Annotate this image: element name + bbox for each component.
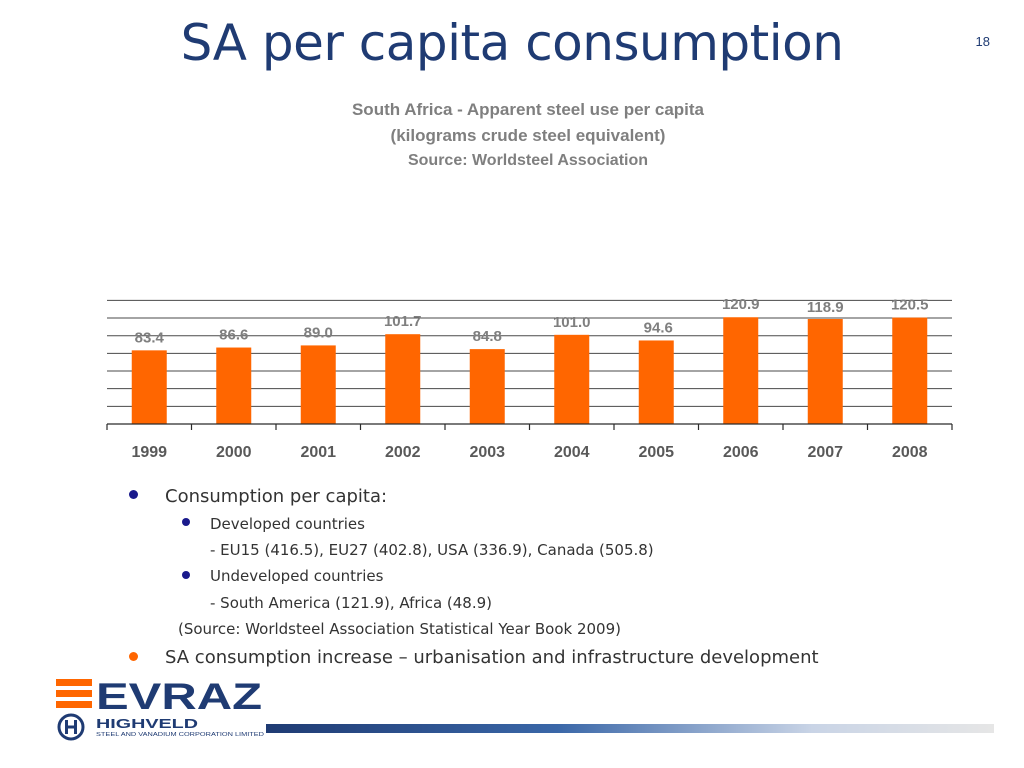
bullet-developed: Developed countries [210, 515, 365, 533]
data-label-1999: 83.4 [135, 329, 165, 346]
bar-1999 [131, 350, 167, 424]
bullet-dot-icon [182, 518, 190, 526]
bar-2003 [469, 349, 505, 424]
x-tick-label-2001: 2001 [300, 444, 336, 461]
logo-sub-brand: HIGHVELD [96, 716, 198, 731]
x-tick-label-2000: 2000 [216, 444, 252, 461]
data-label-2002: 101.7 [384, 313, 422, 330]
bullet-dot-icon [129, 652, 138, 661]
data-label-2003: 84.8 [473, 328, 502, 345]
chart-title: South Africa - Apparent steel use per ca… [351, 100, 705, 119]
bar-2001 [300, 345, 336, 424]
bar-2002 [385, 334, 421, 424]
evraz-highveld-logo: EVRAZ HIGHVELD STEEL AND VANADIUM CORPOR… [56, 676, 264, 741]
bullet-increase: SA consumption increase – urbanisation a… [165, 647, 819, 668]
source-note: (Source: Worldsteel Association Statisti… [178, 620, 621, 638]
data-label-2000: 86.6 [219, 327, 248, 344]
bar-2006 [723, 317, 759, 424]
slide-title: SA per capita consumption [180, 14, 844, 72]
bar-2000 [216, 347, 252, 424]
x-tick-label-2002: 2002 [385, 444, 421, 461]
x-tick-label-2007: 2007 [807, 444, 843, 461]
page-number: 18 [975, 34, 990, 49]
logo-brand: EVRAZ [96, 676, 262, 717]
bullet-undeveloped: Undeveloped countries [210, 567, 384, 585]
data-label-2007: 118.9 [807, 299, 844, 316]
x-tick-label-2005: 2005 [638, 444, 674, 461]
data-label-2006: 120.9 [722, 296, 760, 313]
bar-2004 [554, 334, 590, 424]
bar-2005 [638, 340, 674, 424]
data-label-2005: 94.6 [644, 319, 673, 336]
x-tick-label-2004: 2004 [554, 444, 590, 461]
chart-source: Source: Worldsteel Association [407, 152, 649, 169]
bar-2008 [892, 317, 928, 424]
x-tick-label-2008: 2008 [892, 444, 928, 461]
bullet-dot-icon [182, 571, 190, 579]
data-label-2001: 89.0 [304, 324, 333, 341]
bar-chart: 83.4 86.6 89.0 101.7 84.8 101.0 94.6 120.9 118.9… [106, 296, 953, 461]
x-tick-label-2003: 2003 [469, 444, 505, 461]
x-tick-label-1999: 1999 [131, 444, 167, 461]
data-label-2004: 101.0 [553, 314, 591, 331]
bullet-dot-icon [129, 490, 138, 499]
bullet-consumption: Consumption per capita: [165, 486, 388, 507]
bullet-undeveloped-detail: - South America (121.9), Africa (48.9) [210, 594, 493, 612]
bar-2007 [807, 319, 843, 424]
data-label-2008: 120.5 [891, 297, 929, 314]
logo-tagline: STEEL AND VANADIUM CORPORATION LIMITED [96, 732, 264, 738]
footer-bar [266, 724, 994, 733]
chart-subtitle: (kilograms crude steel equivalent) [390, 126, 666, 145]
x-tick-label-2006: 2006 [723, 444, 759, 461]
bullet-developed-detail: - EU15 (416.5), EU27 (402.8), USA (336.9… [210, 541, 654, 559]
